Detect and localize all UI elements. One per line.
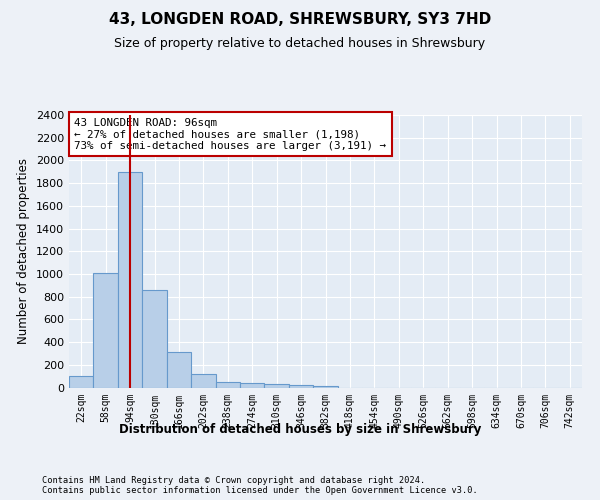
Bar: [265, 384, 289, 388]
Text: Size of property relative to detached houses in Shrewsbury: Size of property relative to detached ho…: [115, 38, 485, 51]
Text: Contains HM Land Registry data © Crown copyright and database right 2024.
Contai: Contains HM Land Registry data © Crown c…: [42, 476, 478, 495]
Bar: [167, 352, 191, 388]
Bar: [118, 172, 142, 388]
Text: 43 LONGDEN ROAD: 96sqm
← 27% of detached houses are smaller (1,198)
73% of semi-: 43 LONGDEN ROAD: 96sqm ← 27% of detached…: [74, 118, 386, 151]
Bar: [240, 383, 265, 388]
Bar: [289, 386, 313, 388]
Bar: [313, 386, 338, 388]
Text: 43, LONGDEN ROAD, SHREWSBURY, SY3 7HD: 43, LONGDEN ROAD, SHREWSBURY, SY3 7HD: [109, 12, 491, 28]
Bar: [191, 374, 215, 388]
Y-axis label: Number of detached properties: Number of detached properties: [17, 158, 31, 344]
Text: Distribution of detached houses by size in Shrewsbury: Distribution of detached houses by size …: [119, 422, 481, 436]
Bar: [142, 290, 167, 388]
Bar: [94, 273, 118, 388]
Bar: [69, 376, 94, 388]
Bar: [215, 382, 240, 388]
